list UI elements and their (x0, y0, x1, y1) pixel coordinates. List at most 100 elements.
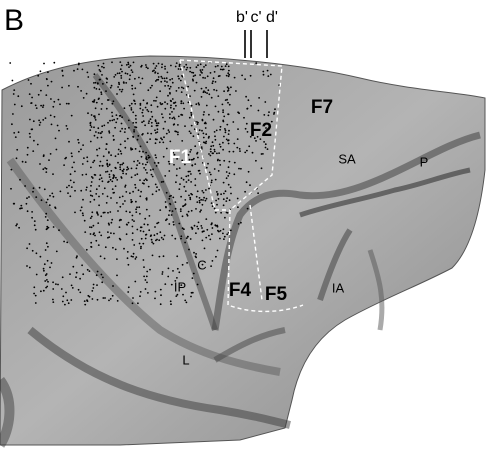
dot (205, 200, 207, 202)
dot (207, 75, 209, 77)
dot (100, 235, 102, 237)
dot (92, 177, 94, 179)
dot (152, 169, 154, 171)
dot (151, 239, 153, 241)
dot (28, 196, 30, 198)
dot (50, 115, 52, 117)
dot (97, 82, 99, 84)
dot (164, 80, 166, 82)
dot (172, 98, 174, 100)
dot (96, 274, 98, 276)
dot (169, 141, 171, 143)
dot (66, 242, 68, 244)
dot (103, 155, 105, 157)
dot (107, 212, 109, 214)
dot (125, 191, 127, 193)
dot (164, 66, 166, 68)
dot (144, 124, 146, 126)
dot (86, 187, 88, 189)
dot (95, 240, 97, 242)
dot (69, 273, 71, 275)
dot (135, 208, 137, 210)
dot (186, 262, 188, 264)
dot (26, 203, 28, 205)
sulcus-label: P (420, 154, 429, 169)
dot (18, 131, 20, 133)
dot (154, 129, 156, 131)
dot (133, 220, 135, 222)
dot (148, 155, 150, 157)
dot (166, 81, 168, 83)
dot (180, 102, 182, 104)
dot (151, 116, 153, 118)
dot (227, 175, 229, 177)
dot (87, 161, 89, 163)
sulcus-label: IP (174, 279, 186, 294)
dot (52, 301, 54, 303)
dot (29, 243, 31, 245)
dot (118, 82, 120, 84)
dot (155, 157, 157, 159)
dot (120, 75, 122, 77)
dot (80, 149, 82, 151)
dot (116, 114, 118, 116)
dot (132, 122, 134, 124)
dot (157, 128, 159, 130)
dot (223, 90, 225, 92)
dot (175, 105, 177, 107)
dot (113, 233, 115, 235)
dot (227, 102, 229, 104)
dot (139, 295, 141, 297)
dot (97, 214, 99, 216)
dot (105, 148, 107, 150)
dot (78, 142, 80, 144)
dot (63, 164, 65, 166)
dot (13, 132, 15, 134)
dot (99, 174, 101, 176)
dot (200, 69, 202, 71)
dot (156, 131, 158, 133)
dot (25, 161, 27, 163)
dot (154, 162, 156, 164)
dot (178, 271, 180, 273)
dot (66, 299, 68, 301)
dot (180, 235, 182, 237)
dot (93, 284, 95, 286)
dot (159, 141, 161, 143)
dot (79, 278, 81, 280)
dot (246, 123, 248, 125)
dot (128, 63, 130, 65)
dot (82, 69, 84, 71)
dot (154, 298, 156, 300)
dot (15, 136, 17, 138)
dot (89, 226, 91, 228)
dot (101, 103, 103, 105)
dot (141, 134, 143, 136)
dot (223, 193, 225, 195)
dot (211, 233, 213, 235)
dot (156, 122, 158, 124)
dot (203, 230, 205, 232)
dot (117, 86, 119, 88)
dot (38, 120, 40, 122)
dot (192, 72, 194, 74)
dot (44, 263, 46, 265)
dot (130, 65, 132, 67)
dot (85, 189, 87, 191)
dot (127, 73, 129, 75)
dot (211, 182, 213, 184)
dot (35, 229, 37, 231)
dot (177, 124, 179, 126)
dot (197, 190, 199, 192)
dot (97, 127, 99, 129)
dot (180, 210, 182, 212)
dot (258, 110, 260, 112)
dot (199, 197, 201, 199)
dot (151, 85, 153, 87)
dot (105, 171, 107, 173)
dot (42, 168, 44, 170)
dot (131, 176, 133, 178)
dot (210, 224, 212, 226)
dot (43, 290, 45, 292)
dot (155, 154, 157, 156)
